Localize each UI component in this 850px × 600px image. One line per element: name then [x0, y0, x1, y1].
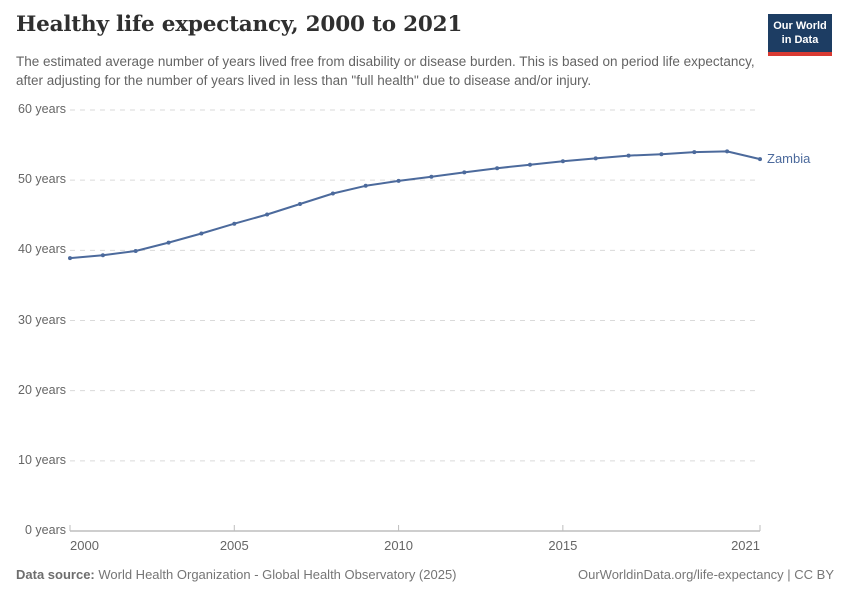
x-axis-tick-2005: 2005: [219, 538, 249, 553]
data-point-2007[interactable]: [298, 202, 302, 206]
data-point-2012[interactable]: [462, 170, 467, 175]
owid-logo[interactable]: Our World in Data: [768, 14, 832, 56]
data-point-2002[interactable]: [133, 249, 138, 253]
y-axis-tick-50: 50 years: [18, 172, 66, 187]
series-label-zambia[interactable]: Zambia: [767, 151, 811, 167]
y-axis-tick-20: 20 years: [18, 382, 66, 397]
owid-logo-line2: in Data: [781, 34, 819, 47]
data-point-2009[interactable]: [363, 183, 368, 188]
data-point-2013[interactable]: [495, 166, 500, 171]
data-point-2019[interactable]: [692, 150, 697, 155]
y-axis-tick-40: 40 years: [18, 242, 66, 257]
data-point-2008[interactable]: [330, 191, 335, 196]
data-point-2015[interactable]: [560, 159, 565, 164]
data-source-label: Data source:: [16, 567, 95, 582]
x-axis-tick-2015: 2015: [548, 538, 578, 553]
chart-subtitle: The estimated average number of years li…: [16, 54, 755, 89]
data-point-2016[interactable]: [593, 156, 598, 161]
chart-title: Healthy life expectancy, 2000 to 2021: [16, 12, 463, 37]
y-axis-tick-0: 0 years: [25, 523, 66, 537]
y-axis-tick-10: 10 years: [18, 452, 66, 467]
data-point-2004[interactable]: [199, 231, 204, 236]
y-axis-tick-30: 30 years: [18, 312, 66, 327]
data-point-2000[interactable]: [68, 256, 72, 261]
chart-footer: Data source: World Health Organization -…: [16, 567, 834, 582]
owid-url-license[interactable]: OurWorldinData.org/life-expectancy | CC …: [577, 567, 834, 582]
data-point-2021[interactable]: [758, 157, 762, 162]
data-point-2017[interactable]: [626, 153, 631, 158]
data-point-2005[interactable]: [232, 221, 237, 226]
data-point-2010[interactable]: [396, 178, 401, 183]
x-axis-tick-2000: 2000: [70, 538, 99, 553]
data-point-2003[interactable]: [166, 240, 171, 245]
owid-logo-text: Our World in Data: [768, 14, 832, 52]
data-point-2006[interactable]: [265, 212, 270, 217]
data-source-text: World Health Organization - Global Healt…: [94, 567, 457, 582]
data-point-2001[interactable]: [100, 253, 105, 258]
zambia-line[interactable]: [69, 150, 761, 260]
data-point-2011[interactable]: [429, 174, 434, 179]
data-source-note: Data source: World Health Organization -…: [16, 567, 457, 582]
x-axis-tick-2021: 2021: [731, 538, 760, 553]
data-point-2020[interactable]: [725, 149, 730, 154]
y-axis-tick-60: 60 years: [18, 102, 66, 116]
owid-logo-red-bar: [768, 51, 832, 56]
x-axis-tick-2010: 2010: [384, 538, 414, 553]
data-point-2018[interactable]: [659, 152, 664, 157]
data-point-2014[interactable]: [528, 162, 532, 167]
owid-logo-line1: Our World: [773, 20, 827, 32]
